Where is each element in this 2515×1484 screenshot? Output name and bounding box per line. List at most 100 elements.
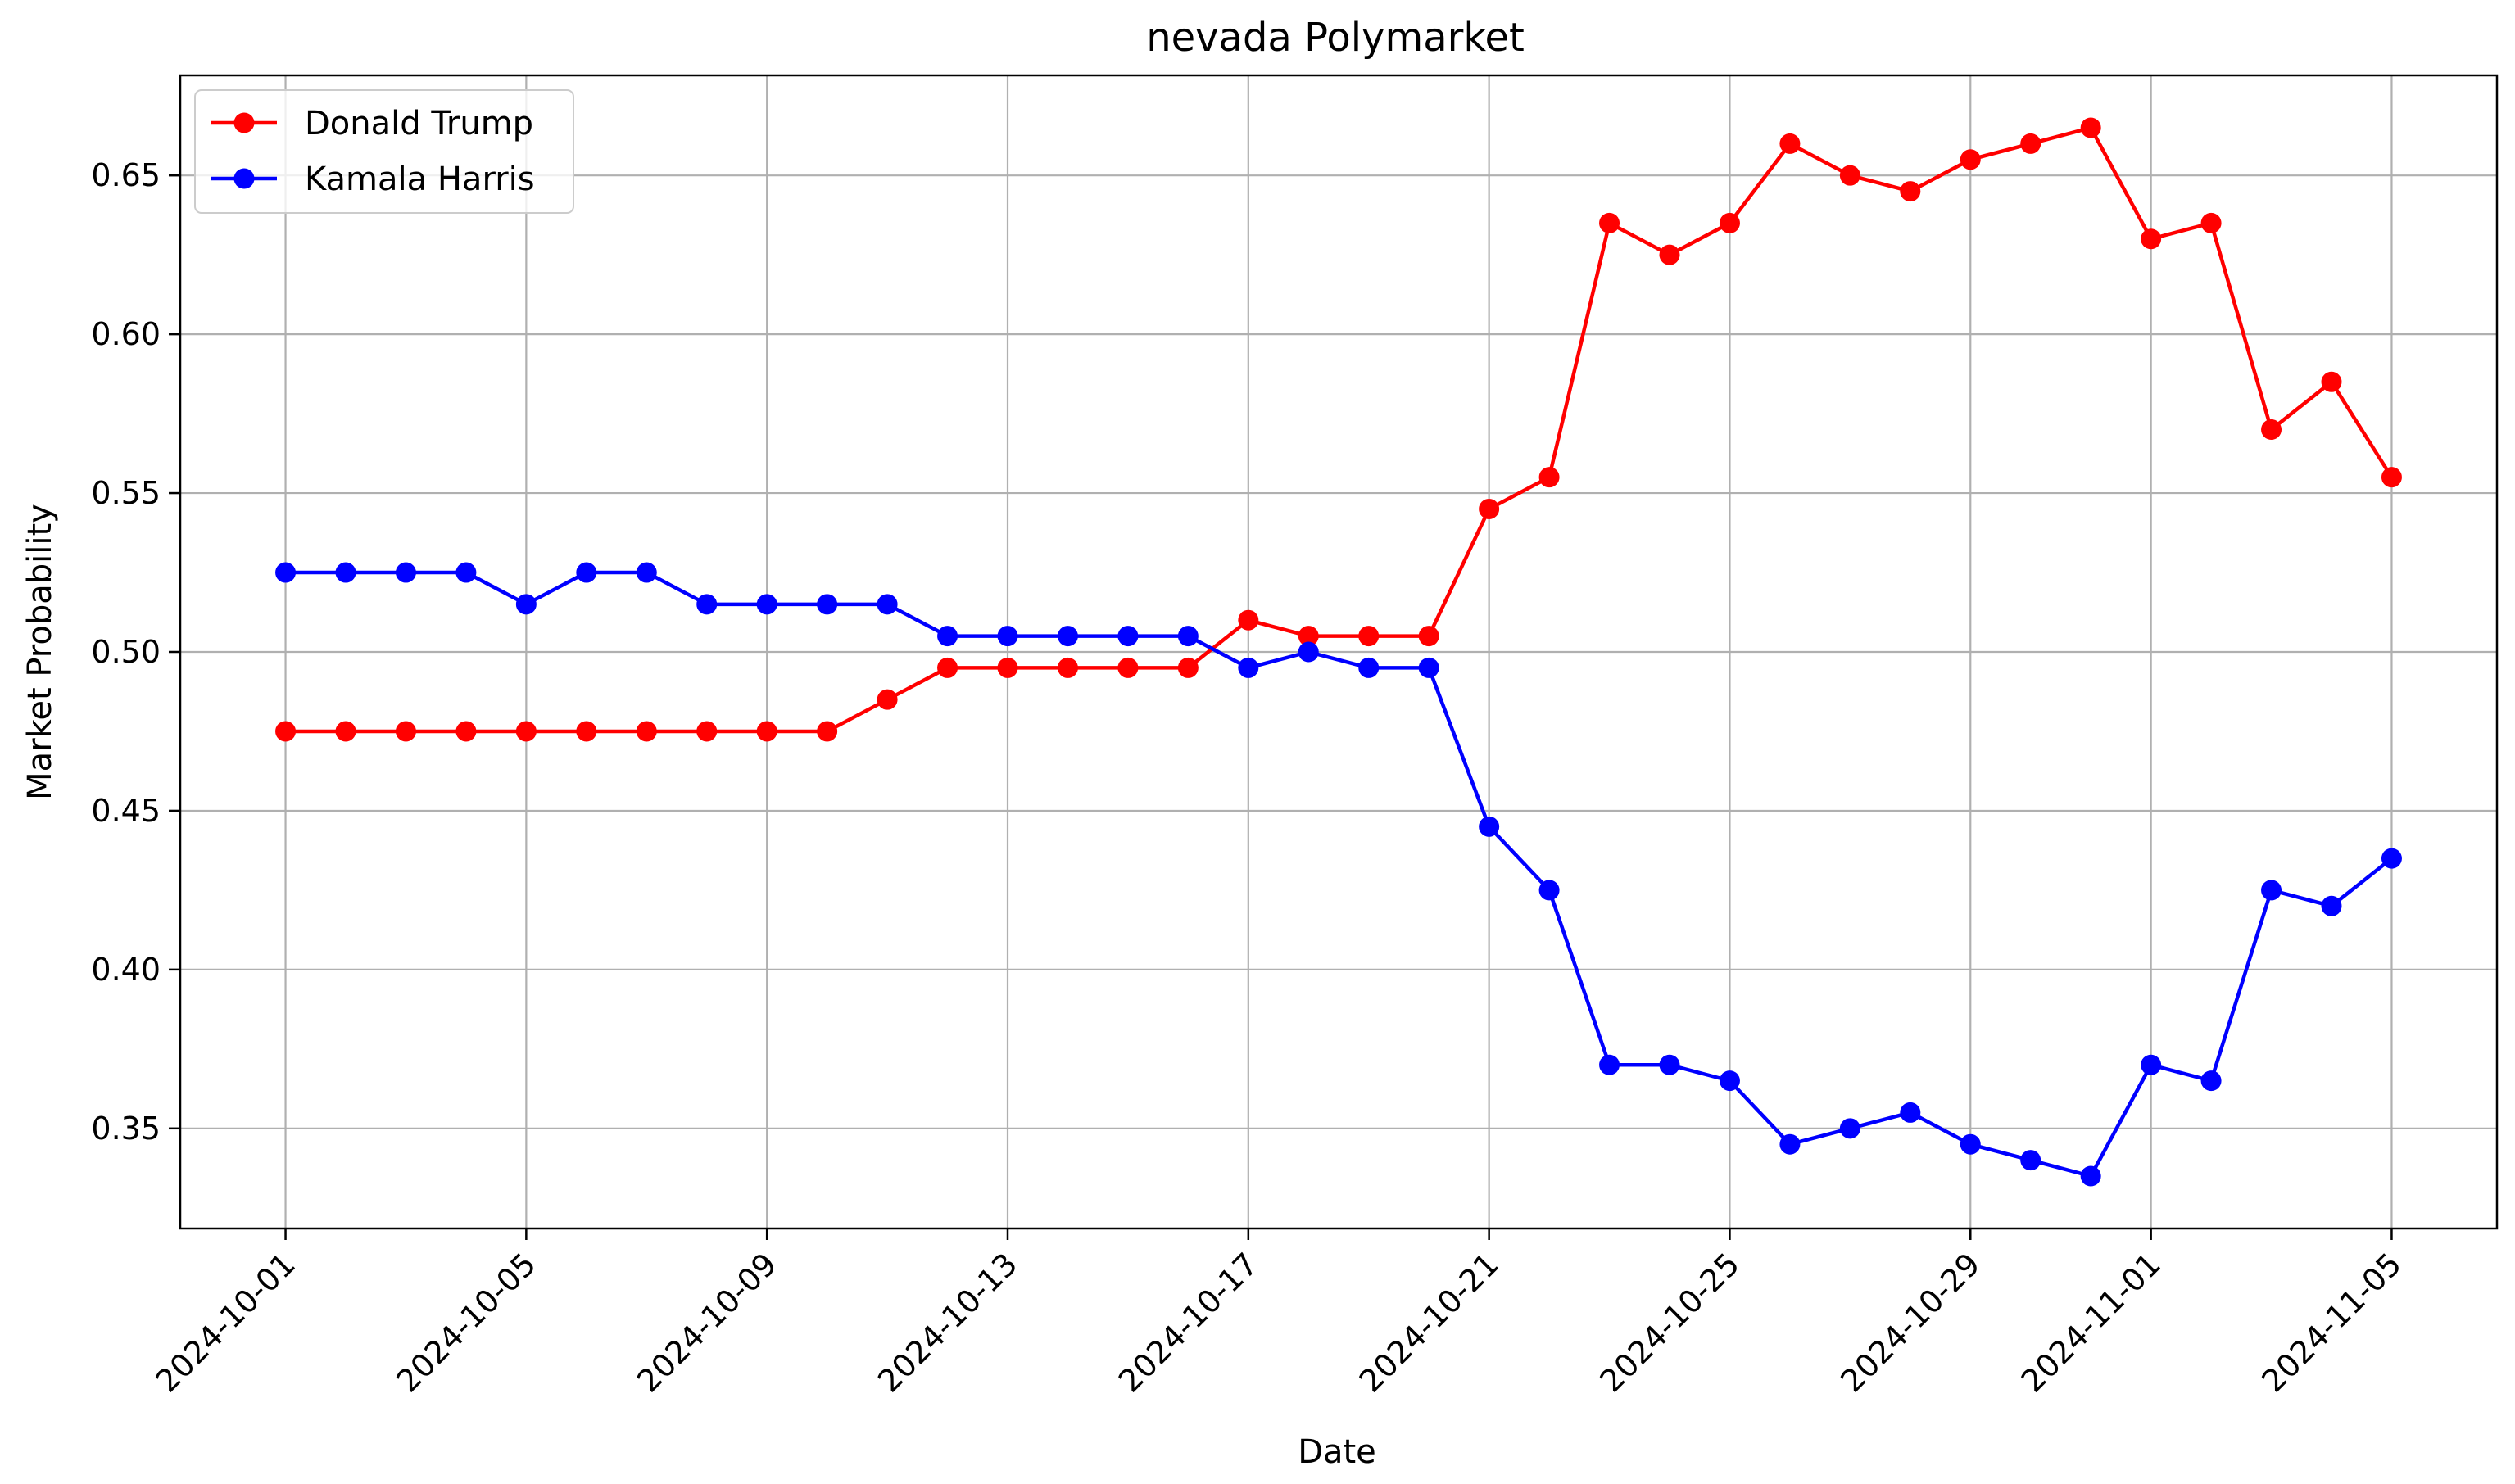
y-tick-label: 0.55 bbox=[91, 475, 161, 511]
data-point bbox=[2381, 467, 2402, 488]
data-point bbox=[2141, 228, 2162, 250]
chart-title: nevada Polymarket bbox=[1146, 15, 1525, 61]
data-point bbox=[1779, 133, 1801, 154]
data-point bbox=[937, 626, 958, 647]
data-point bbox=[335, 562, 356, 583]
data-point bbox=[1418, 626, 1439, 647]
data-point bbox=[2020, 133, 2041, 154]
series-layer bbox=[275, 117, 2402, 1187]
data-point bbox=[1117, 657, 1139, 678]
data-point bbox=[817, 721, 838, 742]
data-point bbox=[1538, 880, 1560, 901]
data-point bbox=[1057, 657, 1078, 678]
data-point bbox=[636, 721, 657, 742]
data-point bbox=[1298, 626, 1319, 647]
data-point bbox=[395, 721, 416, 742]
data-point bbox=[515, 721, 537, 742]
data-point bbox=[1238, 657, 1259, 678]
y-axis-label: Market Probability bbox=[21, 504, 59, 800]
data-point bbox=[576, 721, 597, 742]
data-point bbox=[877, 689, 898, 710]
data-point bbox=[1177, 657, 1199, 678]
data-point bbox=[1538, 467, 1560, 488]
legend-marker bbox=[233, 168, 255, 189]
data-point bbox=[1599, 1054, 1620, 1075]
data-point bbox=[2080, 1165, 2101, 1187]
data-point bbox=[1418, 657, 1439, 678]
data-point bbox=[636, 562, 657, 583]
data-point bbox=[2261, 419, 2282, 440]
data-point bbox=[997, 626, 1018, 647]
data-point bbox=[2321, 895, 2342, 916]
y-axis: 0.35 0.40 0.45 0.50 0.55 0.60 0.65 bbox=[91, 157, 180, 1147]
y-tick-label: 0.40 bbox=[91, 952, 161, 988]
data-point bbox=[1479, 816, 1500, 837]
data-point bbox=[877, 594, 898, 615]
y-tick-label: 0.65 bbox=[91, 157, 161, 193]
data-point bbox=[1659, 1054, 1680, 1075]
data-point bbox=[1839, 165, 1860, 186]
data-point bbox=[1177, 626, 1199, 647]
data-point bbox=[1117, 626, 1139, 647]
y-tick-label: 0.35 bbox=[91, 1111, 161, 1147]
data-point bbox=[1719, 212, 1740, 233]
x-tick-label: 2024-10-25 bbox=[1593, 1246, 1747, 1399]
data-point bbox=[1960, 149, 1981, 170]
legend: Donald Trump Kamala Harris bbox=[194, 89, 574, 214]
legend-marker bbox=[233, 112, 255, 133]
y-tick-label: 0.60 bbox=[91, 316, 161, 352]
data-point bbox=[515, 594, 537, 615]
data-point bbox=[1659, 244, 1680, 265]
data-point bbox=[937, 657, 958, 678]
data-point bbox=[817, 594, 838, 615]
x-tick-label: 2024-11-05 bbox=[2255, 1246, 2409, 1399]
y-tick-label: 0.45 bbox=[91, 793, 161, 829]
y-tick-label: 0.50 bbox=[91, 634, 161, 670]
x-tick-label: 2024-11-01 bbox=[2014, 1246, 2168, 1399]
data-point bbox=[1960, 1133, 1981, 1155]
legend-label: Donald Trump bbox=[305, 105, 533, 143]
series-donald-trump bbox=[275, 117, 2402, 742]
data-point bbox=[2200, 212, 2222, 233]
data-point bbox=[1057, 626, 1078, 647]
x-tick-label: 2024-10-13 bbox=[871, 1246, 1024, 1399]
data-point bbox=[1358, 657, 1380, 678]
data-point bbox=[2200, 1070, 2222, 1092]
data-point bbox=[1779, 1133, 1801, 1155]
data-point bbox=[756, 721, 777, 742]
data-point bbox=[455, 562, 477, 583]
x-tick-label: 2024-10-05 bbox=[389, 1246, 542, 1399]
data-point bbox=[335, 721, 356, 742]
data-point bbox=[2321, 371, 2342, 392]
data-point bbox=[2141, 1054, 2162, 1075]
data-point bbox=[2381, 848, 2402, 869]
data-point bbox=[1839, 1118, 1860, 1139]
data-point bbox=[696, 721, 718, 742]
data-point bbox=[1599, 212, 1620, 233]
legend-box bbox=[194, 89, 574, 214]
x-axis: 2024-10-01 2024-10-05 2024-10-09 2024-10-13… bbox=[149, 1228, 2409, 1400]
data-point bbox=[576, 562, 597, 583]
x-tick-label: 2024-10-21 bbox=[1353, 1246, 1506, 1399]
data-point bbox=[455, 721, 477, 742]
legend-item: Kamala Harris bbox=[211, 161, 535, 198]
x-tick-label: 2024-10-01 bbox=[149, 1246, 302, 1399]
data-point bbox=[2261, 880, 2282, 901]
data-point bbox=[756, 594, 777, 615]
grid bbox=[180, 75, 2497, 1228]
data-point bbox=[997, 657, 1018, 678]
data-point bbox=[1298, 641, 1319, 663]
data-point bbox=[1358, 626, 1380, 647]
data-point bbox=[275, 721, 297, 742]
series-kamala-harris bbox=[275, 562, 2402, 1187]
data-point bbox=[395, 562, 416, 583]
data-point bbox=[1238, 609, 1259, 631]
data-point bbox=[275, 562, 297, 583]
series-line bbox=[285, 570, 2393, 1179]
data-point bbox=[1479, 498, 1500, 519]
data-point bbox=[1719, 1070, 1740, 1092]
legend-label: Kamala Harris bbox=[305, 161, 535, 198]
series-line bbox=[285, 125, 2394, 734]
